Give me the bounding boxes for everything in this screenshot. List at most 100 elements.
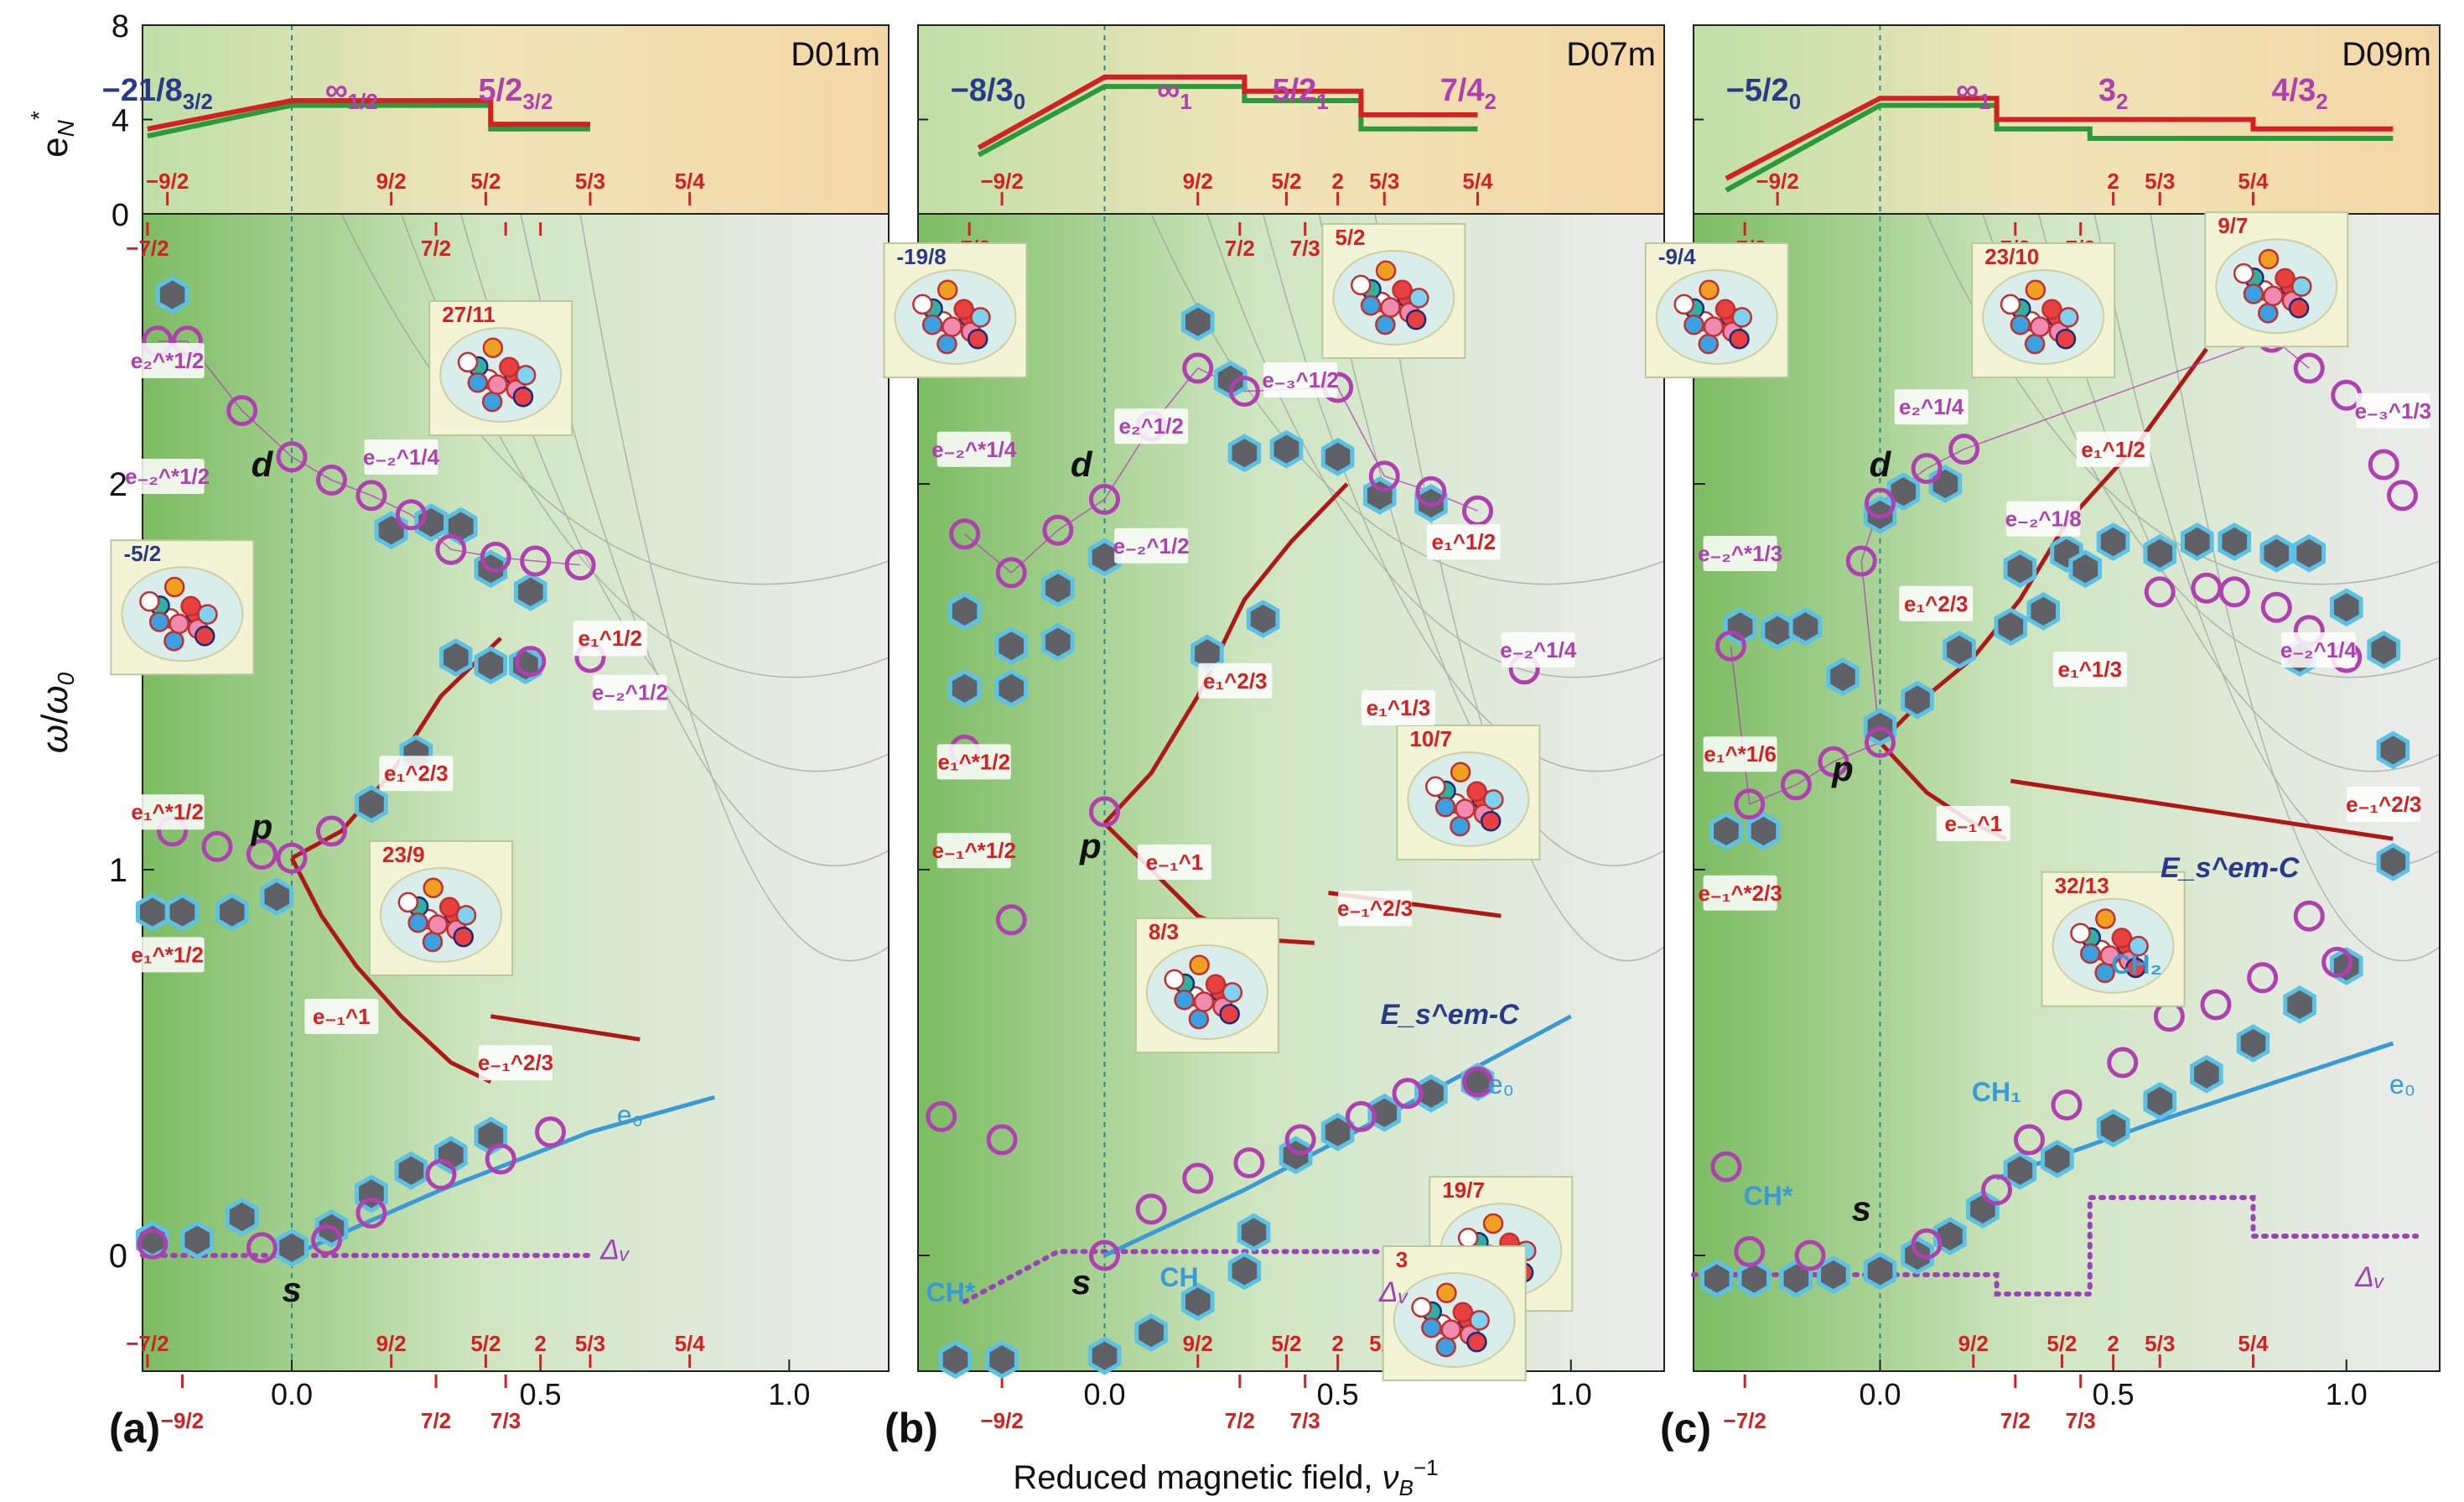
mode-label: e₁^2/3 xyxy=(1203,668,1268,694)
circle-data-point xyxy=(1228,376,1260,408)
mode-label-box xyxy=(1703,536,1777,571)
top-filling-label-sub: 1 xyxy=(1316,89,1328,114)
inset-particle xyxy=(2288,298,2310,319)
inset-particle xyxy=(457,351,479,373)
inset-particle xyxy=(427,914,449,935)
mode-label-box xyxy=(130,794,205,830)
inset-label: 8/3 xyxy=(1149,919,1179,944)
mode-label: e₋₁^2/3 xyxy=(478,1050,553,1075)
mode-label: e₁^1/2 xyxy=(2081,437,2145,462)
circle-data-point xyxy=(2247,962,2279,994)
top-filling-label: 5/23/2 xyxy=(479,73,553,114)
mode-label: e₁^2/3 xyxy=(1904,591,1969,616)
top-filling-label: ∞1/2 xyxy=(325,73,378,114)
circle-data-point xyxy=(355,1197,387,1229)
mode-label-box xyxy=(364,439,438,475)
inset-particle xyxy=(1683,314,1704,335)
circle-data-point xyxy=(995,904,1027,936)
excitation-curve xyxy=(490,1014,641,1042)
hex-data-point xyxy=(1134,1313,1168,1352)
hex-data-point xyxy=(2041,1140,2074,1178)
inset-particle xyxy=(197,604,218,625)
mode-label: e₋₃^1/3 xyxy=(2355,398,2432,424)
y-tick-label: 2 xyxy=(109,466,127,503)
circle-data-point xyxy=(2321,946,2353,978)
mode-label-box xyxy=(1114,408,1189,444)
inset-label: 5/2 xyxy=(1335,225,1365,250)
mode-label-box xyxy=(2356,392,2430,429)
inset-particle xyxy=(2243,283,2264,304)
circle-data-point xyxy=(1182,352,1214,384)
circle-data-point xyxy=(2051,1089,2083,1121)
inset-particle xyxy=(482,337,504,358)
hex-data-point xyxy=(2376,842,2410,881)
hex-data-point xyxy=(1237,1213,1271,1252)
inset-particle xyxy=(1392,279,1413,300)
panel-letter: (b) xyxy=(884,1405,938,1452)
hex-data-point xyxy=(1966,1189,2000,1229)
mode-label: e₋₂^1/4 xyxy=(1500,637,1577,663)
hex-data-point xyxy=(2068,549,2103,589)
inset-particle xyxy=(2258,248,2280,270)
filling-factor-label: 5/3 xyxy=(2145,1331,2175,1356)
hex-data-point xyxy=(1933,1217,1967,1255)
hex-data-point xyxy=(2003,549,2037,589)
circle-data-point xyxy=(949,518,981,550)
x-axis-label-symbol: ν xyxy=(1382,1459,1399,1496)
x-axis-label-text: Reduced magnetic field, xyxy=(1013,1459,1382,1496)
circle-data-point xyxy=(2293,900,2325,932)
mode-label: e₋₂^*1/4 xyxy=(931,437,1017,462)
mode-label-box xyxy=(2281,632,2356,668)
mode-label: e₁^*1/2 xyxy=(131,799,204,824)
mode-label: e₋₂^1/8 xyxy=(2005,507,2082,532)
inset-particle xyxy=(2057,307,2079,328)
inset-particle xyxy=(1205,974,1227,995)
circle-data-point xyxy=(137,1228,169,1260)
quantum-dot-inset: 10/7 xyxy=(1396,725,1541,860)
inset-particle xyxy=(936,279,958,300)
hex-data-point xyxy=(1761,611,1794,650)
top-y-axis-label-sup: * xyxy=(26,111,52,120)
filling-factor-label: 7/2 xyxy=(1225,236,1255,261)
inset-particle xyxy=(936,333,957,355)
mode-label: e₋₂^1/4 xyxy=(363,444,440,470)
hex-data-point xyxy=(2283,985,2316,1024)
hex-data-point xyxy=(1227,1251,1262,1291)
hex-data-point xyxy=(1886,472,1921,512)
circle-data-point xyxy=(2144,576,2176,608)
main-plot-frame xyxy=(917,213,1665,1372)
circle-data-point xyxy=(1415,476,1447,507)
top-filling-label-main: 3 xyxy=(2098,73,2116,108)
top-filling-label-sub: 3/2 xyxy=(183,89,213,114)
mode-label: e₋₁^2/3 xyxy=(1337,896,1413,921)
filling-factor-label: −9/2 xyxy=(161,1408,204,1433)
hex-data-point xyxy=(439,638,473,677)
top-filling-label-sub: 1 xyxy=(1180,89,1191,114)
mode-label-box xyxy=(1338,891,1413,927)
inset-particle xyxy=(2080,943,2101,964)
y-tick-label: 0 xyxy=(109,1238,127,1275)
inset-particle xyxy=(515,365,537,386)
inset-particle xyxy=(2055,328,2077,350)
filling-factor-label: 2 xyxy=(2107,1331,2119,1356)
top-filling-label-main: −8/3 xyxy=(951,73,1014,108)
inset-label: 19/7 xyxy=(1442,1177,1485,1203)
x-axis-label: Reduced magnetic field, νB−1 xyxy=(1013,1455,1438,1500)
hex-data-point xyxy=(2143,1082,2177,1120)
filling-factor-label: 7/3 xyxy=(490,1408,521,1433)
circle-data-point xyxy=(1948,434,1980,465)
inset-particle xyxy=(455,905,477,926)
inset-label: 10/7 xyxy=(1409,726,1452,751)
circle-data-point xyxy=(2293,352,2325,384)
circle-data-point xyxy=(520,545,552,577)
inset-particle xyxy=(2041,299,2062,320)
hex-data-point xyxy=(2259,533,2294,573)
inset-particle xyxy=(180,595,201,617)
top-filling-label-main: ∞ xyxy=(325,73,348,108)
x-tick-label: 0.0 xyxy=(271,1377,313,1411)
panel-code: D01m xyxy=(791,36,880,73)
filling-factor-label: −7/2 xyxy=(1724,1408,1766,1433)
gap-dotted-line xyxy=(1691,1195,2420,1297)
hex-data-point xyxy=(225,1198,259,1236)
